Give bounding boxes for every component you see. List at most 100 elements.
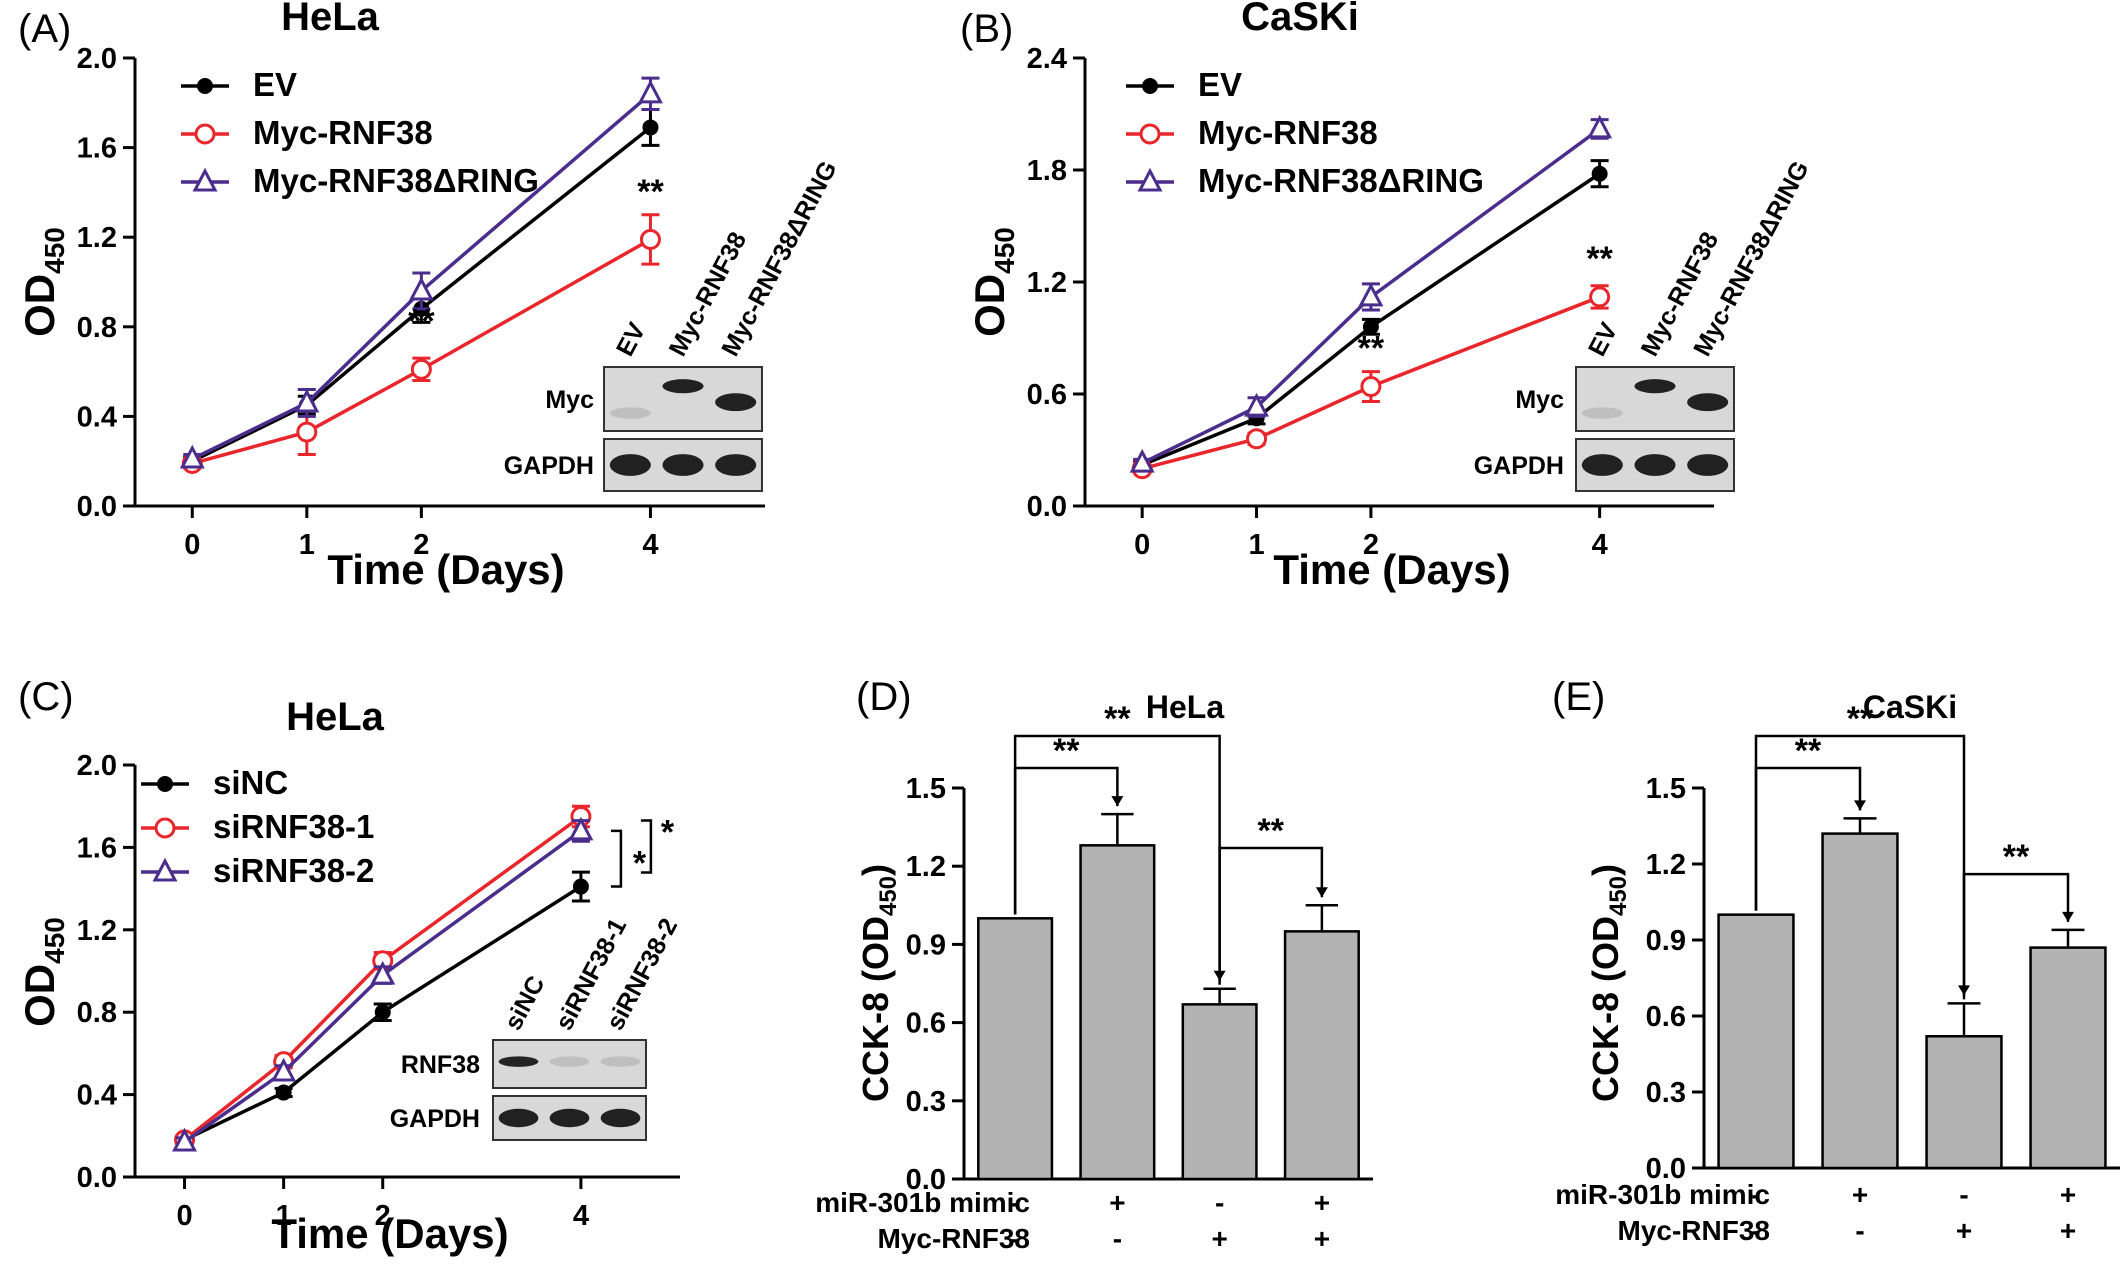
marker-circle xyxy=(1589,286,1611,308)
marker-triangle xyxy=(172,1127,198,1152)
significance-label: ** xyxy=(1847,700,1874,738)
significance-label: ** xyxy=(1258,812,1285,850)
condition-sign: + xyxy=(1852,1179,1868,1210)
blot-row-label: Myc xyxy=(1515,386,1564,414)
y-tick-label: 1.6 xyxy=(77,832,117,864)
significance-label: ** xyxy=(1586,240,1613,278)
panel-letter: (A) xyxy=(18,7,71,51)
marker-triangle xyxy=(1129,448,1155,473)
marker-circle xyxy=(296,421,318,443)
series-line xyxy=(191,126,652,463)
blot-band xyxy=(715,393,757,412)
marker-triangle xyxy=(179,444,205,469)
condition-sign: + xyxy=(1314,1187,1330,1218)
marker-circle xyxy=(154,817,176,839)
panel-letter: (E) xyxy=(1552,675,1605,719)
marker-triangle xyxy=(408,276,434,301)
x-tick-label: 4 xyxy=(642,529,658,561)
y-tick-label: 1.8 xyxy=(1027,155,1067,187)
marker-dot xyxy=(275,1084,292,1101)
series-triangle xyxy=(172,816,594,1152)
y-axis-label-end: ) xyxy=(1585,864,1626,876)
marker-dot xyxy=(374,1004,391,1021)
marker-triangle xyxy=(370,960,396,985)
bar xyxy=(1925,1035,2003,1170)
x-tick-label: 0 xyxy=(176,1200,192,1232)
series-line xyxy=(1141,172,1601,467)
blot-band xyxy=(600,1056,641,1067)
series-line xyxy=(1141,127,1601,465)
blot-band xyxy=(1634,454,1676,476)
blot-band xyxy=(609,454,651,476)
chart-title: HeLa xyxy=(281,0,380,39)
y-tick-label: 2.4 xyxy=(1027,43,1067,75)
y-tick-label: 0.4 xyxy=(77,1080,117,1112)
condition-sign: - xyxy=(1010,1187,1019,1218)
bar xyxy=(977,917,1054,1181)
x-axis-label: Time (Days) xyxy=(327,546,564,593)
legend-label: siRNF38-1 xyxy=(213,808,374,845)
marker-circle xyxy=(1360,376,1382,398)
significance-bracket xyxy=(610,829,623,888)
marker-dot xyxy=(572,878,589,895)
significance-label: ** xyxy=(1795,732,1822,770)
y-axis-label-main: CCK-8 (OD xyxy=(855,916,896,1102)
series-line xyxy=(183,815,582,1142)
condition-sign: + xyxy=(1109,1187,1125,1218)
marker-circle xyxy=(639,228,661,250)
blot-band xyxy=(715,454,757,476)
significance-label: ** xyxy=(408,303,435,341)
x-tick-label: 1 xyxy=(276,1200,292,1232)
blot-band xyxy=(1581,454,1623,476)
marker-triangle xyxy=(1358,282,1384,307)
condition-sign: + xyxy=(2060,1215,2076,1246)
series-triangle xyxy=(1129,114,1613,473)
panel-0: (A) HeLa 0.0 0.4 0.8 1.2 1.6 2.0 0 1 2 4 Time (Days)… xyxy=(16,0,843,593)
condition-sign: + xyxy=(1956,1215,1972,1246)
legend-label: Myc-RNF38ΔRING xyxy=(253,162,539,199)
marker-dot xyxy=(642,119,659,136)
y-axis-label: OD450 xyxy=(966,227,1020,337)
blot-band xyxy=(600,1108,641,1128)
x-tick-label: 2 xyxy=(413,529,429,561)
bracket-arrow xyxy=(1315,887,1328,898)
panel-1: (B) CaSKi 0.0 0.6 1.2 1.8 2.4 0 1 2 4 Time (Days) OD… xyxy=(960,0,1815,593)
y-axis-label: CCK-8 (OD450) xyxy=(1585,864,1632,1102)
blot-row-label: RNF38 xyxy=(401,1051,480,1079)
condition-label: miR-301b mimic xyxy=(815,1187,1030,1218)
marker-triangle xyxy=(271,1057,297,1082)
x-axis-label: Time (Days) xyxy=(1273,546,1510,593)
blot-band xyxy=(498,1108,539,1128)
y-tick-label: 2.0 xyxy=(77,750,117,782)
significance-label: ** xyxy=(1104,700,1131,738)
bracket-arrow xyxy=(1111,796,1124,807)
blot-band xyxy=(662,454,704,476)
blot-band xyxy=(1687,393,1729,412)
x-axis-label: Time (Days) xyxy=(271,1210,508,1257)
y-tick-label: 1.6 xyxy=(77,133,117,165)
marker-dot xyxy=(1362,318,1379,335)
significance-bracket xyxy=(640,819,653,874)
y-tick-label: 0.3 xyxy=(1646,1077,1686,1109)
panel-letter: (B) xyxy=(960,7,1013,51)
y-axis-label-sub: 450 xyxy=(1605,876,1632,916)
condition-sign: - xyxy=(1751,1179,1760,1210)
chart-title: CaSKi xyxy=(1863,689,1957,725)
y-tick-label: 0.0 xyxy=(1646,1153,1686,1185)
x-tick-label: 0 xyxy=(184,529,200,561)
marker-dot xyxy=(197,78,213,94)
bar xyxy=(1079,844,1156,1181)
marker-triangle xyxy=(568,816,594,841)
chart-title: HeLa xyxy=(1146,689,1224,725)
bar xyxy=(1283,930,1360,1181)
y-axis-label-sub: 450 xyxy=(875,876,902,916)
y-axis-label-main: OD xyxy=(16,274,63,337)
x-tick-label: 0 xyxy=(1134,529,1150,561)
blot-band xyxy=(662,379,704,394)
comparison-bracket xyxy=(1962,872,2070,1000)
condition-sign: - xyxy=(1751,1215,1760,1246)
y-axis-label-end: ) xyxy=(855,864,896,876)
y-tick-label: 0.4 xyxy=(77,401,117,433)
y-tick-label: 1.2 xyxy=(1646,849,1686,881)
